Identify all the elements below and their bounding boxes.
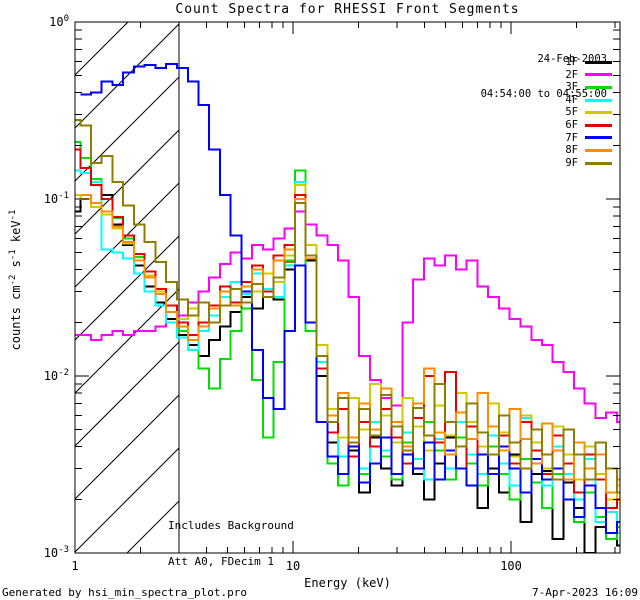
legend-swatch xyxy=(585,85,612,89)
legend-swatch xyxy=(585,123,612,127)
legend-swatch xyxy=(585,111,612,115)
observation-info: 24-Feb-2003 04:54:00 to 04:55:00 xyxy=(481,31,607,112)
legend-item: 9F xyxy=(565,157,612,170)
legend-label: 6F xyxy=(565,119,578,132)
y-tick-label: 100 xyxy=(49,14,69,29)
series-curve-8F xyxy=(80,194,620,494)
spectra-series-curves xyxy=(75,62,620,553)
series-curve-7F xyxy=(80,62,620,534)
legend-item: 5F xyxy=(565,106,612,119)
series-curve-9F xyxy=(75,118,620,494)
legend-item: 7F xyxy=(565,132,612,145)
axes-frame xyxy=(74,21,621,554)
y-axis-label: counts cm-2 s-1 keV-1 xyxy=(8,210,23,351)
legend-item: 3F xyxy=(565,81,612,94)
series-curve-1F xyxy=(75,194,620,553)
annotation-includes-background: Includes Background xyxy=(168,519,294,532)
legend-item: 6F xyxy=(565,119,612,132)
plot-annotations: Includes Background Att A0, FDecim 1 xyxy=(168,496,294,580)
y-tick-labels: 100 10-1 10-2 10-3 xyxy=(44,14,69,560)
legend-swatch xyxy=(585,148,612,152)
legend-item: 4F xyxy=(565,94,612,107)
plot-title: Count Spectra for RHESSI Front Segments xyxy=(175,2,520,17)
x-axis-label: Energy (keV) xyxy=(304,576,391,590)
x-tick-label: 1 xyxy=(71,559,78,573)
y-tick-label: 10-1 xyxy=(44,191,69,206)
legend-item: 8F xyxy=(565,144,612,157)
x-tick-labels: 1 10 100 xyxy=(71,559,522,573)
legend-item: 1F xyxy=(565,56,612,69)
legend-swatch xyxy=(585,161,612,165)
legend-label: 7F xyxy=(565,131,578,144)
legend-label: 5F xyxy=(565,106,578,119)
legend-label: 9F xyxy=(565,156,578,169)
y-tick-label: 10-3 xyxy=(44,545,69,560)
legend-item: 2F xyxy=(565,69,612,82)
obs-date: 24-Feb-2003 xyxy=(537,53,607,65)
footer-datetime: 7-Apr-2023 16:09 xyxy=(532,586,638,599)
legend-label: 1F xyxy=(565,56,578,69)
legend-swatch xyxy=(585,73,612,77)
y-tick-label: 10-2 xyxy=(44,368,69,383)
x-tick-label: 100 xyxy=(500,559,522,573)
x-tick-label: 10 xyxy=(286,559,300,573)
obs-time-range: 04:54:00 to 04:55:00 xyxy=(480,87,607,100)
legend-label: 4F xyxy=(565,93,578,106)
annotation-attenuator-state: Att A0, FDecim 1 xyxy=(168,555,274,568)
legend-swatch xyxy=(585,136,612,140)
hatched-region xyxy=(75,22,180,553)
legend-swatch xyxy=(585,98,612,102)
legend-label: 8F xyxy=(565,144,578,157)
legend-label: 3F xyxy=(565,81,578,94)
legend-label: 2F xyxy=(565,68,578,81)
footer-generator: Generated by hsi_min_spectra_plot.pro xyxy=(2,586,248,599)
legend-swatch xyxy=(585,60,612,64)
legend: 1F 2F 3F 4F 5F 6F 7F 8F 9F xyxy=(565,56,612,169)
